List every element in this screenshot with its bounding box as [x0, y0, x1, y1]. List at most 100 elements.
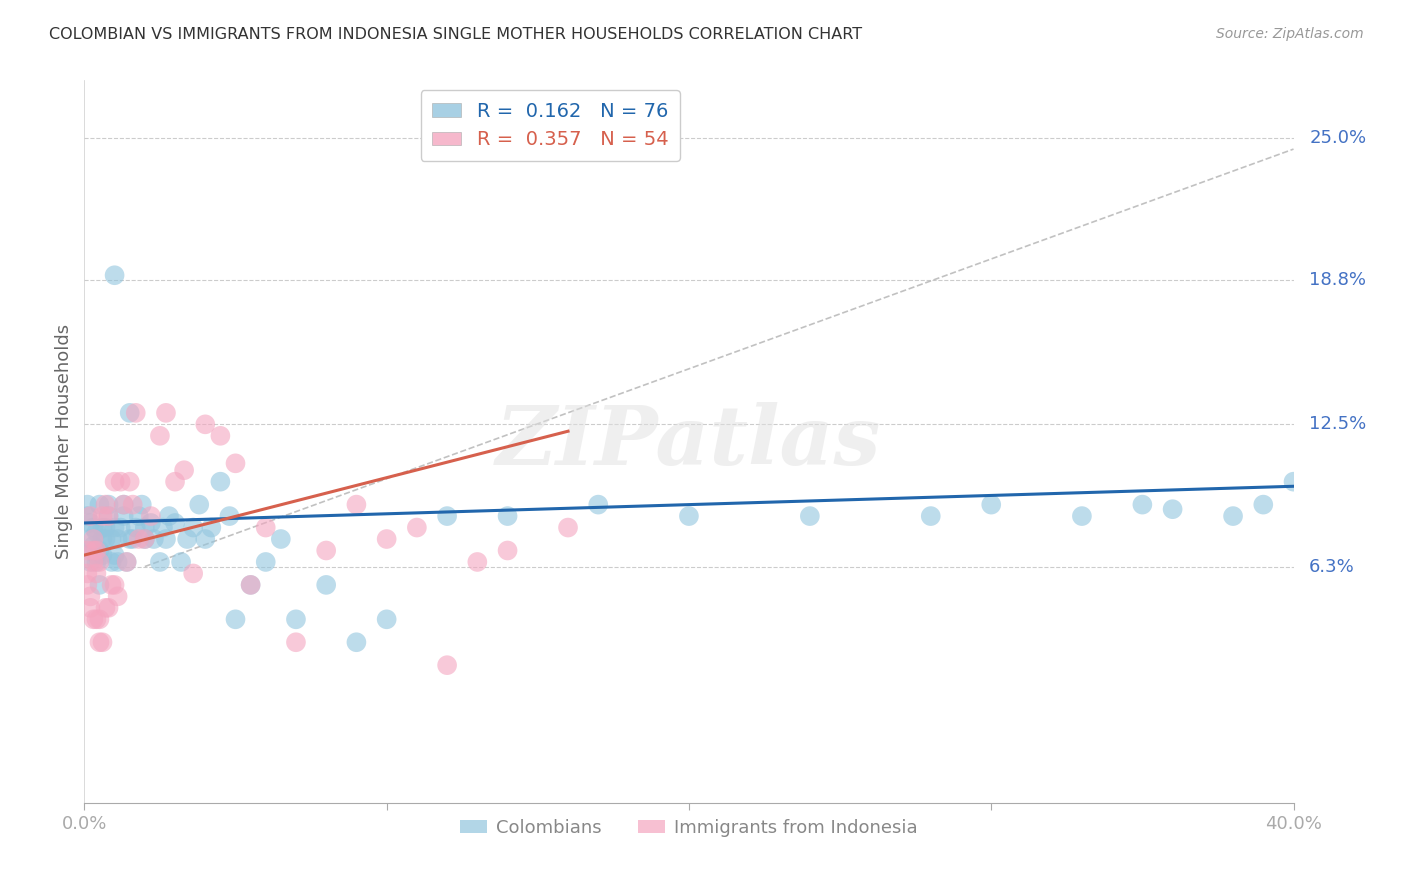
Point [157, 509, 180, 524]
Point [218, 509, 240, 524]
Point [1253, 498, 1275, 512]
Point [82, 539, 104, 553]
Point [131, 498, 153, 512]
Point [97, 498, 120, 512]
Point [225, 456, 247, 470]
Text: 6.3%: 6.3% [1309, 558, 1355, 575]
Point [496, 509, 519, 524]
Point [104, 520, 127, 534]
Point [76, 498, 98, 512]
Point [436, 658, 458, 673]
Point [436, 509, 458, 524]
Point [97, 600, 120, 615]
Point [194, 417, 217, 432]
Point [94, 498, 117, 512]
Point [980, 498, 1002, 512]
Point [285, 612, 308, 626]
Point [134, 532, 156, 546]
Point [181, 566, 204, 581]
Point [173, 463, 195, 477]
Point [91, 635, 114, 649]
Point [91, 548, 114, 562]
Point [1282, 475, 1305, 489]
Point [104, 548, 127, 562]
Point [118, 475, 141, 489]
Point [115, 555, 138, 569]
Point [82, 532, 104, 546]
Point [94, 520, 117, 534]
Point [104, 475, 127, 489]
Point [104, 578, 127, 592]
Point [155, 406, 177, 420]
Point [1130, 498, 1153, 512]
Point [134, 532, 156, 546]
Point [86, 555, 108, 569]
Point [76, 578, 98, 592]
Point [346, 498, 368, 512]
Point [104, 268, 127, 283]
Point [170, 555, 193, 569]
Point [115, 555, 138, 569]
Point [79, 555, 101, 569]
Point [315, 543, 337, 558]
Point [496, 543, 519, 558]
Point [97, 509, 120, 524]
Point [121, 498, 143, 512]
Point [82, 520, 104, 534]
Point [107, 532, 129, 546]
Point [100, 532, 122, 546]
Point [79, 509, 101, 524]
Point [139, 516, 162, 530]
Point [121, 532, 143, 546]
Point [97, 509, 120, 524]
Point [139, 509, 162, 524]
Point [79, 590, 101, 604]
Point [165, 516, 187, 530]
Point [152, 520, 174, 534]
Point [82, 543, 104, 558]
Point [406, 520, 429, 534]
Point [239, 578, 262, 592]
Point [254, 520, 277, 534]
Point [155, 532, 177, 546]
Point [557, 520, 579, 534]
Point [91, 520, 114, 534]
Point [112, 498, 135, 512]
Point [920, 509, 942, 524]
Point [112, 498, 135, 512]
Point [209, 475, 232, 489]
Point [86, 612, 108, 626]
Point [1222, 509, 1244, 524]
Point [112, 509, 135, 524]
Point [82, 612, 104, 626]
Point [89, 612, 111, 626]
Point [107, 590, 129, 604]
Point [110, 520, 132, 534]
Text: ZIPatlas: ZIPatlas [496, 401, 882, 482]
Y-axis label: Single Mother Households: Single Mother Households [55, 324, 73, 559]
Legend: Colombians, Immigrants from Indonesia: Colombians, Immigrants from Indonesia [453, 812, 925, 845]
Point [89, 578, 111, 592]
Point [86, 543, 108, 558]
Point [176, 532, 198, 546]
Point [89, 543, 111, 558]
Point [149, 429, 172, 443]
Point [375, 532, 398, 546]
Point [375, 612, 398, 626]
Point [270, 532, 292, 546]
Point [134, 520, 156, 534]
Point [125, 406, 148, 420]
Text: 25.0%: 25.0% [1309, 128, 1367, 146]
Point [86, 525, 108, 540]
Point [91, 532, 114, 546]
Point [107, 555, 129, 569]
Point [315, 578, 337, 592]
Point [100, 578, 122, 592]
Point [346, 635, 368, 649]
Point [165, 475, 187, 489]
Point [128, 509, 150, 524]
Point [79, 532, 101, 546]
Point [82, 555, 104, 569]
Point [588, 498, 610, 512]
Point [799, 509, 821, 524]
